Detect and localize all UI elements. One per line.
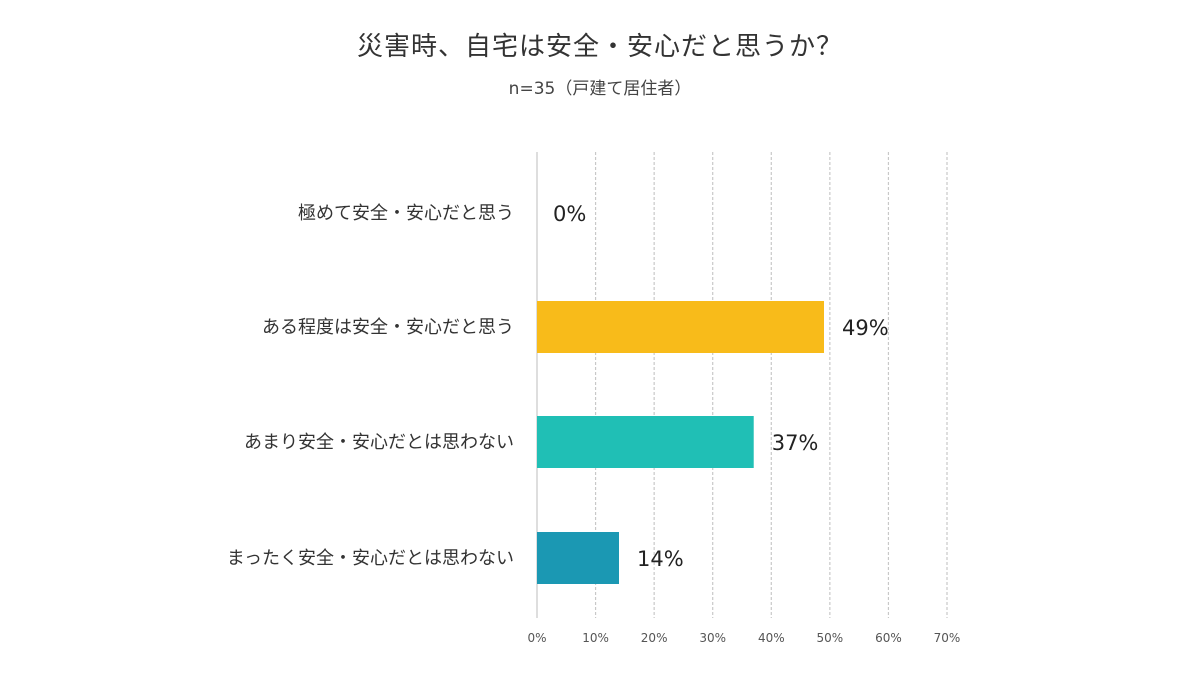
- bar: [537, 301, 824, 353]
- category-label: ある程度は安全・安心だと思う: [262, 317, 514, 338]
- value-label: 49%: [842, 316, 889, 340]
- category-label: まったく安全・安心だとは思わない: [227, 548, 514, 569]
- chart-subtitle: n=35（戸建て居住者）: [508, 79, 692, 99]
- category-label: 極めて安全・安心だと思う: [298, 203, 514, 224]
- value-label: 14%: [637, 547, 684, 571]
- chart-title: 災害時、自宅は安全・安心だと思うか？: [356, 32, 843, 62]
- x-tick-label: 20%: [641, 631, 668, 645]
- x-tick-label: 10%: [582, 631, 609, 645]
- x-tick-label: 0%: [527, 631, 546, 645]
- x-tick-label: 60%: [875, 631, 902, 645]
- category-label: あまり安全・安心だとは思わない: [244, 432, 514, 453]
- x-tick-label: 50%: [817, 631, 844, 645]
- value-label: 37%: [772, 431, 819, 455]
- bar: [537, 416, 754, 468]
- x-tick-label: 70%: [934, 631, 961, 645]
- x-tick-label: 40%: [758, 631, 785, 645]
- bar: [537, 532, 619, 584]
- value-label: 0%: [553, 202, 586, 226]
- x-tick-label: 30%: [699, 631, 726, 645]
